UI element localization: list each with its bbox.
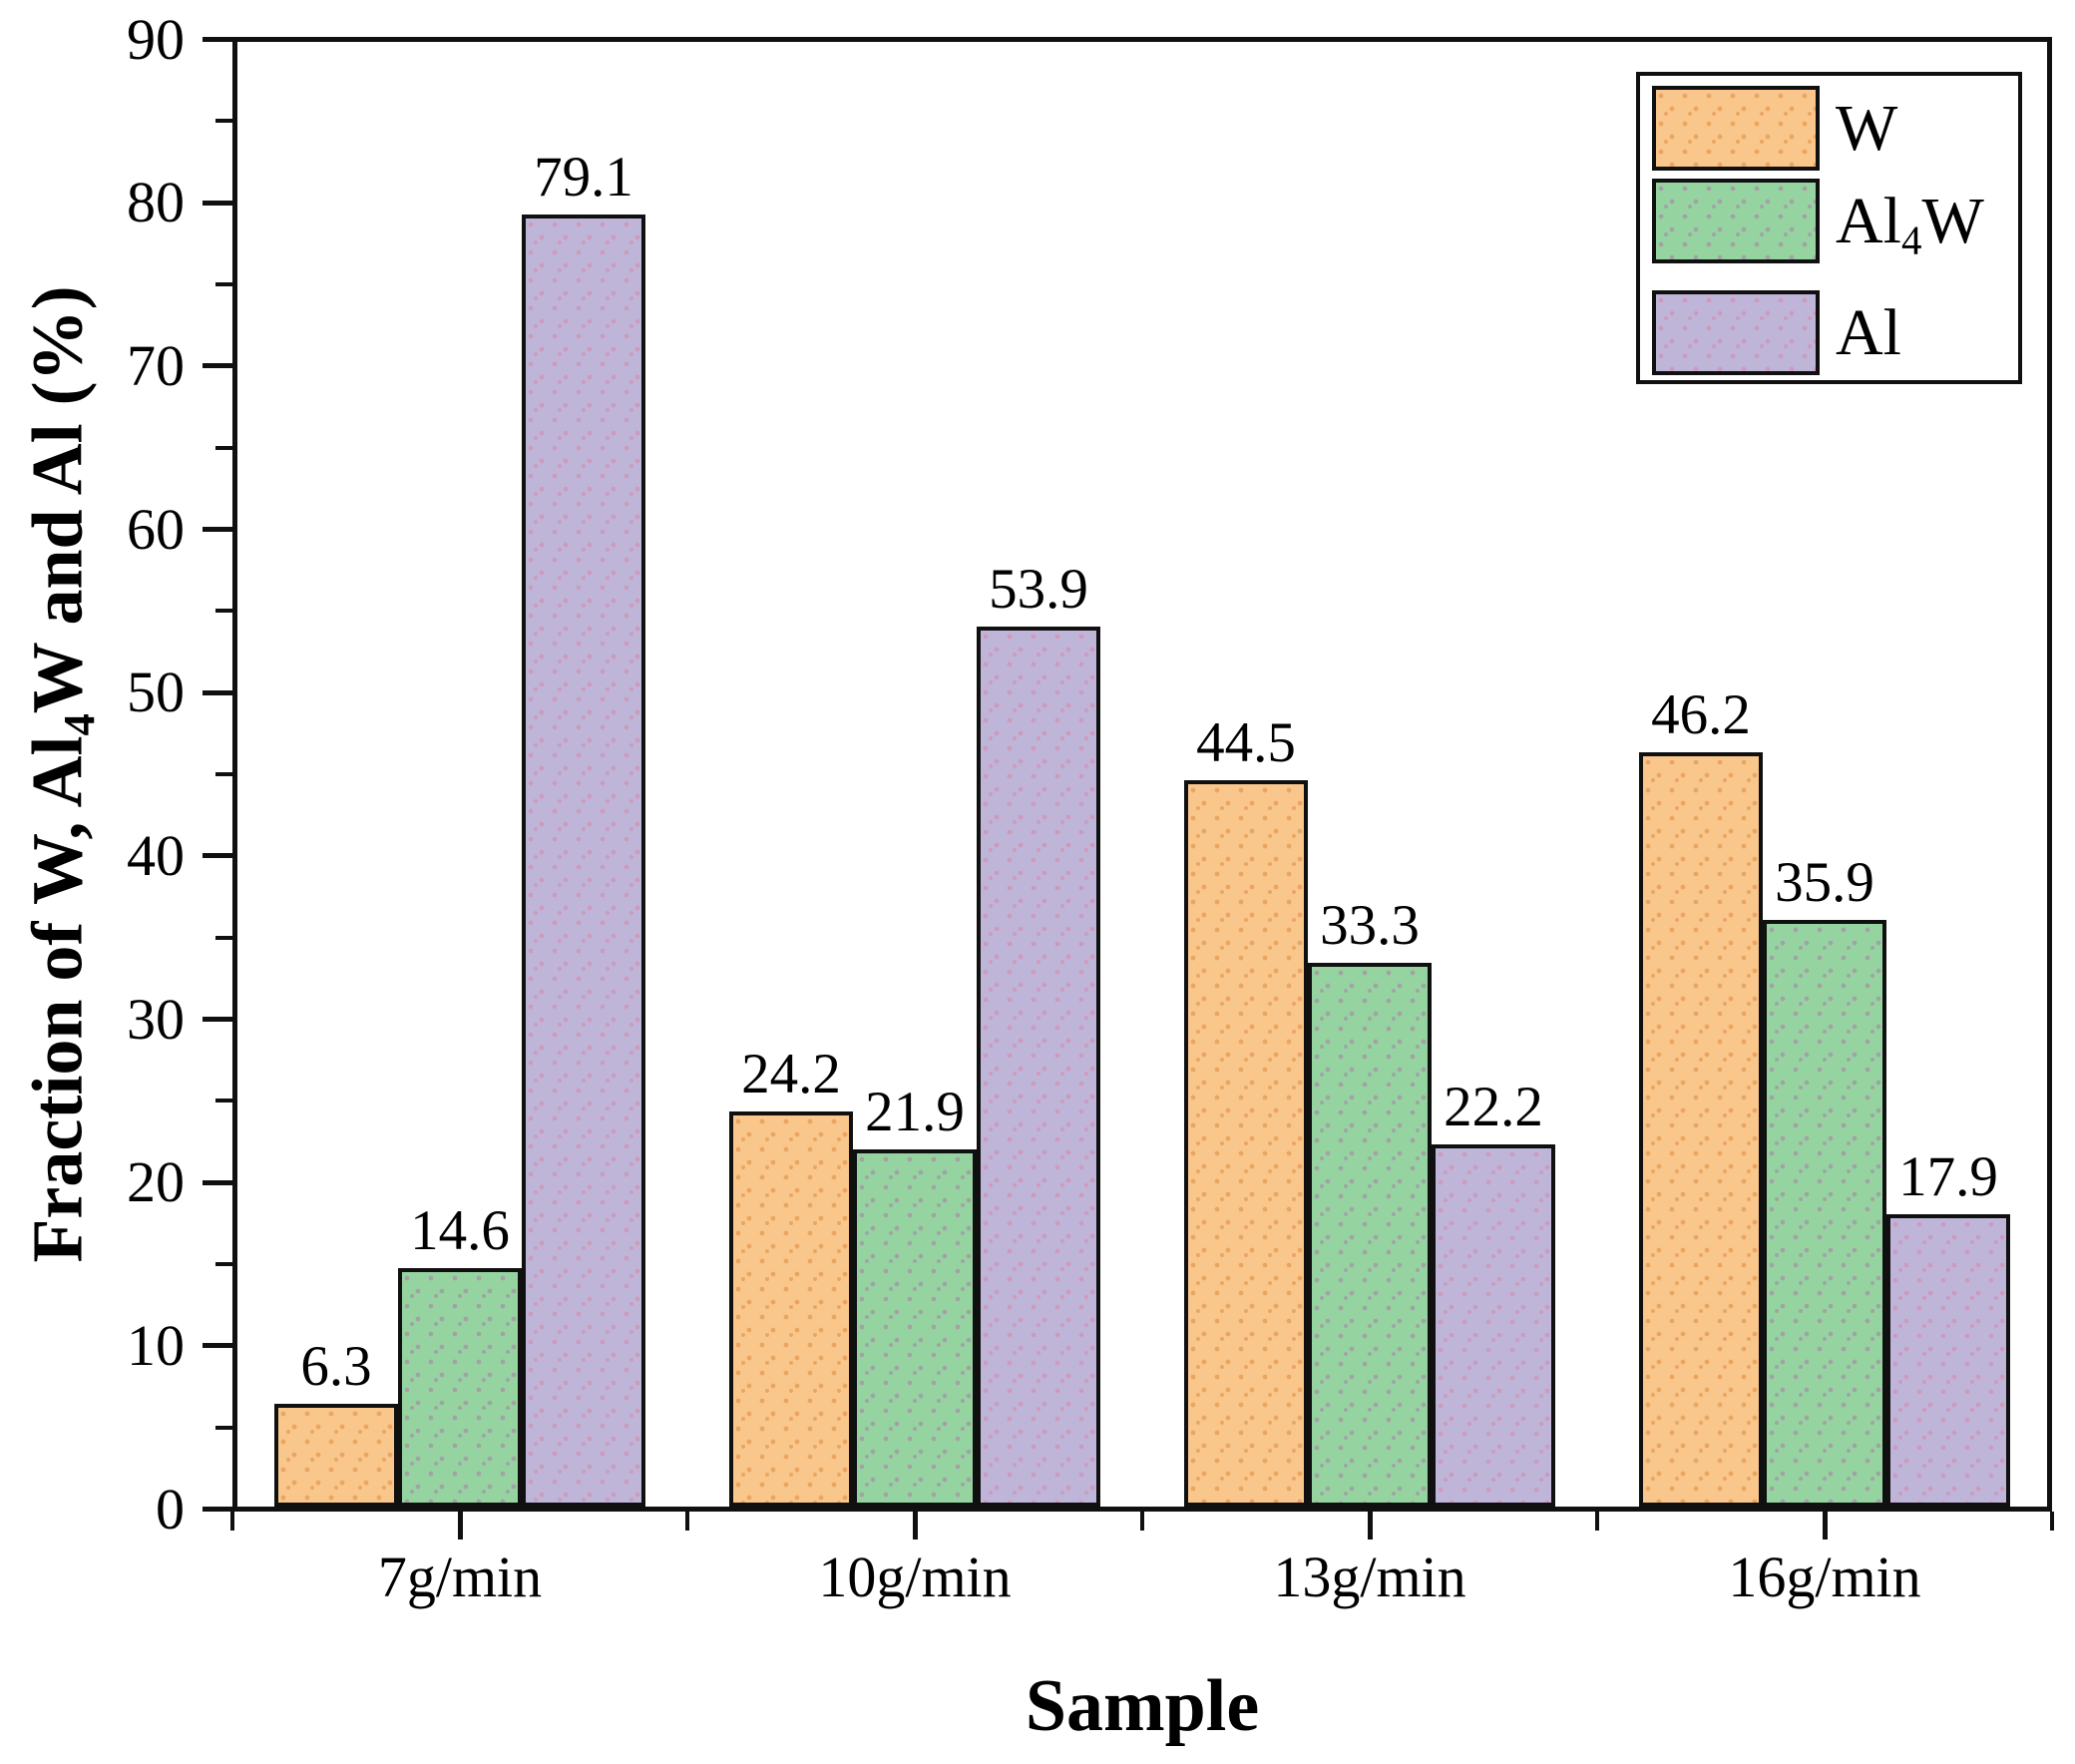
y-axis-major-tick bbox=[203, 527, 232, 532]
y-axis-major-tick bbox=[203, 1507, 232, 1512]
text-part: Al bbox=[1836, 185, 1901, 257]
legend-swatch-Al4W bbox=[1652, 179, 1820, 263]
bar-value-label: 21.9 bbox=[865, 1081, 965, 1143]
y-axis-tick-label: 10 bbox=[127, 1312, 185, 1378]
x-axis-title: Sample bbox=[1025, 1665, 1260, 1747]
y-axis-minor-tick bbox=[215, 1099, 232, 1103]
bar-W-10g/min bbox=[729, 1111, 853, 1507]
bar-W-13g/min bbox=[1184, 780, 1308, 1507]
y-axis-minor-tick bbox=[215, 772, 232, 776]
y-axis-major-tick bbox=[203, 1343, 232, 1349]
bar-value-label: 46.2 bbox=[1651, 683, 1751, 746]
y-axis-major-tick bbox=[203, 689, 232, 695]
y-axis-minor-tick bbox=[215, 282, 232, 286]
text-part: W and Al (%) bbox=[17, 285, 98, 714]
bar-Al-7g/min bbox=[522, 215, 645, 1507]
y-axis-major-tick bbox=[203, 37, 232, 42]
x-axis-boundary-tick bbox=[230, 1512, 234, 1531]
bar-Al-13g/min bbox=[1432, 1144, 1555, 1507]
y-axis-tick-label: 70 bbox=[127, 332, 185, 398]
bar-value-label: 22.2 bbox=[1444, 1076, 1543, 1138]
y-axis-major-tick bbox=[203, 1179, 232, 1185]
bar-Al4W-7g/min bbox=[398, 1268, 522, 1507]
legend-label-Al: Al bbox=[1836, 290, 1901, 375]
y-axis-title: Fraction of W, Al4W and Al (%) bbox=[17, 285, 104, 1263]
x-axis-boundary-tick bbox=[2050, 1512, 2054, 1531]
bar-value-label: 6.3 bbox=[300, 1335, 372, 1398]
x-axis-boundary-tick bbox=[1140, 1512, 1144, 1531]
y-axis-tick-label: 60 bbox=[127, 496, 185, 562]
text-part: W bbox=[1836, 92, 1898, 165]
legend-label-Al4W: Al4W bbox=[1836, 179, 1984, 263]
x-axis-major-tick bbox=[1367, 1512, 1373, 1540]
bar-Al-16g/min bbox=[1886, 1214, 2010, 1507]
text-part: W bbox=[1921, 185, 1984, 257]
bar-value-label: 33.3 bbox=[1320, 894, 1420, 957]
text-part: Fraction of W, Al bbox=[17, 735, 98, 1263]
y-axis-tick-label: 0 bbox=[156, 1476, 185, 1542]
legend-swatch-Al bbox=[1652, 290, 1820, 375]
y-axis-minor-tick bbox=[215, 935, 232, 940]
bar-value-label: 53.9 bbox=[989, 558, 1088, 621]
y-axis-major-tick bbox=[203, 200, 232, 206]
y-axis-minor-tick bbox=[215, 1425, 232, 1430]
bar-Al4W-13g/min bbox=[1308, 963, 1432, 1507]
bar-W-16g/min bbox=[1639, 752, 1763, 1507]
x-axis-boundary-tick bbox=[1595, 1512, 1599, 1531]
y-axis-tick-label: 90 bbox=[127, 6, 185, 72]
bar-value-label: 14.6 bbox=[410, 1199, 510, 1262]
x-axis-major-tick bbox=[912, 1512, 918, 1540]
y-axis-minor-tick bbox=[215, 1262, 232, 1266]
y-axis-major-tick bbox=[203, 363, 232, 369]
bar-Al4W-10g/min bbox=[853, 1149, 977, 1507]
x-category-label: 13g/min bbox=[1273, 1544, 1466, 1609]
x-axis-major-tick bbox=[457, 1512, 463, 1540]
bar-value-label: 44.5 bbox=[1196, 711, 1296, 774]
legend: W Al4W Al bbox=[1636, 72, 2022, 384]
bar-value-label: 35.9 bbox=[1775, 851, 1874, 914]
x-category-label: 10g/min bbox=[818, 1544, 1012, 1609]
y-axis-minor-tick bbox=[215, 119, 232, 124]
bar-value-label: 79.1 bbox=[534, 146, 633, 209]
subscript-text: 4 bbox=[1901, 218, 1922, 263]
text-part: Al bbox=[1836, 296, 1901, 369]
y-axis-major-tick bbox=[203, 853, 232, 859]
x-category-label: 16g/min bbox=[1728, 1544, 1921, 1609]
y-axis-tick-label: 80 bbox=[127, 170, 185, 235]
y-axis-tick-label: 30 bbox=[127, 986, 185, 1052]
y-axis-minor-tick bbox=[215, 609, 232, 614]
x-axis-boundary-tick bbox=[685, 1512, 689, 1531]
bar-value-label: 24.2 bbox=[741, 1043, 841, 1105]
y-axis-tick-label: 40 bbox=[127, 822, 185, 888]
subscript-text: 4 bbox=[53, 713, 104, 736]
bar-value-label: 17.9 bbox=[1898, 1145, 1998, 1208]
y-axis-minor-tick bbox=[215, 445, 232, 450]
y-axis-tick-label: 50 bbox=[127, 660, 185, 725]
y-axis-major-tick bbox=[203, 1017, 232, 1022]
legend-swatch-W bbox=[1652, 86, 1820, 171]
y-axis-tick-label: 20 bbox=[127, 1149, 185, 1215]
bar-Al4W-16g/min bbox=[1763, 920, 1886, 1507]
x-axis-major-tick bbox=[1822, 1512, 1828, 1540]
bar-Al-10g/min bbox=[977, 627, 1100, 1507]
legend-label-W: W bbox=[1836, 86, 1897, 171]
x-category-label: 7g/min bbox=[377, 1544, 543, 1609]
bar-W-7g/min bbox=[274, 1404, 398, 1507]
